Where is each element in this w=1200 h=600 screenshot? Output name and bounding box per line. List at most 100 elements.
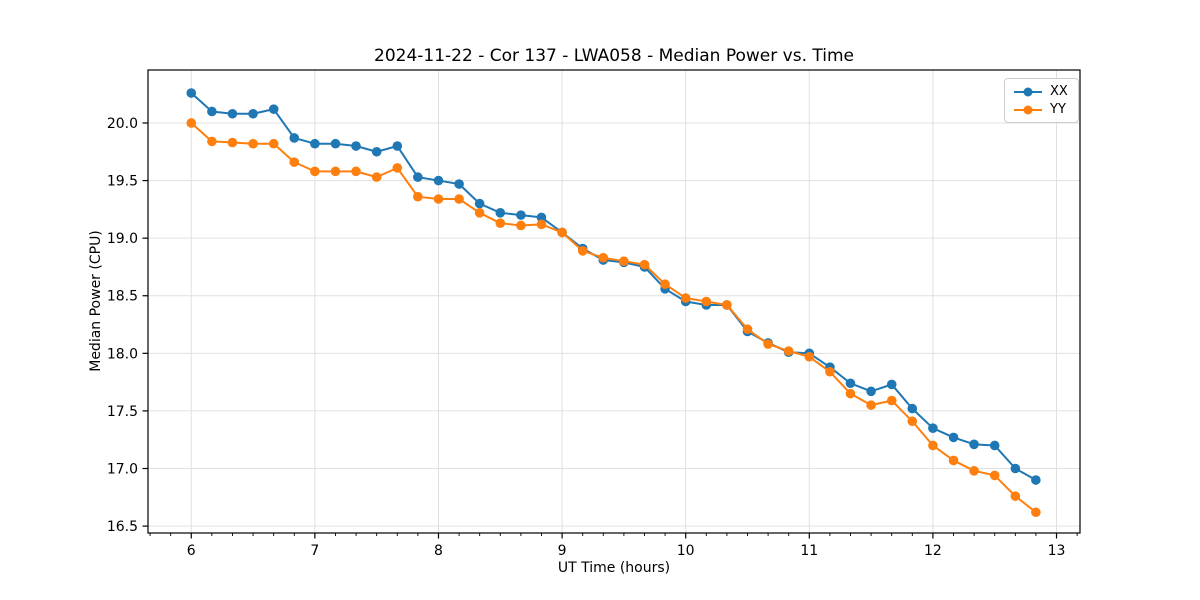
legend-marker-sample xyxy=(1023,105,1033,114)
series-yy-marker xyxy=(763,339,773,349)
legend-label-yy: YY xyxy=(1050,102,1066,117)
series-yy-marker xyxy=(330,166,341,177)
series-yy-marker xyxy=(845,388,856,399)
chart-title: 2024-11-22 - Cor 137 - LWA058 - Median P… xyxy=(374,46,854,66)
series-xx-marker xyxy=(392,141,403,151)
y-tick-label: 17.0 xyxy=(107,462,138,478)
legend-item-xx: XX xyxy=(1013,84,1068,99)
series-yy-marker xyxy=(536,219,547,230)
series-yy-marker xyxy=(248,138,258,149)
series-yy-marker xyxy=(227,137,238,148)
series-xx-marker xyxy=(227,108,238,119)
series-xx-marker xyxy=(928,423,938,433)
series-yy-marker xyxy=(207,136,217,147)
series-yy-marker xyxy=(598,252,609,263)
series-yy-marker xyxy=(619,256,629,266)
y-tick-label: 18.5 xyxy=(107,289,138,305)
series-xx-marker xyxy=(989,440,1000,451)
series-xx-marker xyxy=(1010,463,1021,474)
series-xx-marker xyxy=(845,378,856,389)
plot-border xyxy=(147,69,1081,534)
series-xx-marker xyxy=(289,133,300,143)
series-yy-marker xyxy=(413,191,423,202)
series-yy-marker xyxy=(825,366,835,377)
x-axis-label: UT Time (hours) xyxy=(557,560,671,576)
legend-label-xx: XX xyxy=(1050,84,1068,99)
series-xx-marker xyxy=(454,179,464,189)
series-yy-marker xyxy=(969,466,979,476)
legend-swatch-xx xyxy=(1014,87,1042,96)
series-yy-marker xyxy=(371,172,382,182)
series-xx-marker xyxy=(886,379,897,390)
legend-swatch-yy xyxy=(1014,105,1042,114)
legend-item-yy: YY xyxy=(1013,102,1068,117)
y-tick-label: 16.5 xyxy=(107,519,138,535)
series-xx-marker xyxy=(207,106,217,117)
series-yy-marker xyxy=(639,259,650,270)
series-yy-marker xyxy=(289,157,300,167)
y-tick-label: 19.5 xyxy=(107,174,138,190)
y-tick-label: 20.0 xyxy=(107,116,138,132)
series-xx-marker xyxy=(474,198,485,209)
series-yy-marker xyxy=(454,194,464,204)
series-yy-marker xyxy=(1010,491,1021,501)
series-yy-marker xyxy=(701,296,712,307)
series-yy-marker xyxy=(557,227,567,238)
x-tick-label: 7 xyxy=(310,543,319,559)
series-xx-marker xyxy=(948,432,959,443)
series-xx-marker xyxy=(969,439,979,450)
series-xx-marker xyxy=(907,403,918,414)
x-tick-label: 11 xyxy=(800,543,818,559)
series-xx-marker xyxy=(866,386,876,397)
series-yy-marker xyxy=(722,300,732,310)
series-yy-marker xyxy=(1031,507,1041,518)
y-tick-label: 18.0 xyxy=(107,346,138,362)
x-tick-label: 9 xyxy=(558,543,567,559)
y-tick-label: 17.5 xyxy=(107,404,138,420)
series-xx-marker xyxy=(268,104,279,114)
series-yy-marker xyxy=(186,118,197,128)
series-yy-marker xyxy=(907,416,918,427)
series-yy-marker xyxy=(310,166,320,177)
series-yy-marker xyxy=(948,455,959,466)
series-xx-marker xyxy=(186,88,197,98)
series-yy-marker xyxy=(866,400,876,410)
series-xx-marker xyxy=(351,141,361,151)
series-xx-marker xyxy=(413,172,423,182)
series-xx-marker xyxy=(330,138,341,149)
series-yy-marker xyxy=(474,208,485,218)
series-yy-marker xyxy=(660,279,670,290)
x-tick-label: 6 xyxy=(187,543,196,559)
x-tick-label: 13 xyxy=(1048,543,1066,559)
series-yy-marker xyxy=(495,218,506,228)
series-yy-marker xyxy=(886,395,897,406)
series-yy-marker xyxy=(680,293,691,303)
series-xx-marker xyxy=(495,208,506,218)
series-yy-marker xyxy=(433,194,444,204)
series-xx-marker xyxy=(536,212,547,223)
series-xx-marker xyxy=(516,210,526,220)
series-yy-marker xyxy=(783,346,794,356)
series-yy-marker xyxy=(392,163,403,173)
series-yy-marker xyxy=(742,324,753,334)
x-tick-label: 8 xyxy=(434,543,443,559)
series-xx-marker xyxy=(248,108,258,119)
series-yy-marker xyxy=(268,138,279,149)
series-yy-marker xyxy=(351,166,361,177)
series-yy-marker xyxy=(804,351,815,362)
x-tick-label: 10 xyxy=(677,543,695,559)
legend-marker-sample xyxy=(1023,87,1033,96)
series-yy-marker xyxy=(516,220,526,231)
series-xx-marker xyxy=(1031,475,1041,485)
series-xx-marker xyxy=(371,146,382,157)
series-yy-marker xyxy=(928,440,938,451)
x-tick-label: 12 xyxy=(924,543,942,559)
y-tick-label: 19.0 xyxy=(107,231,138,247)
series-xx-marker xyxy=(433,175,444,186)
series-yy-marker xyxy=(577,246,588,256)
series-yy-marker xyxy=(989,470,1000,481)
series-yy-line xyxy=(190,121,1037,514)
legend: XX YY xyxy=(1004,78,1079,123)
